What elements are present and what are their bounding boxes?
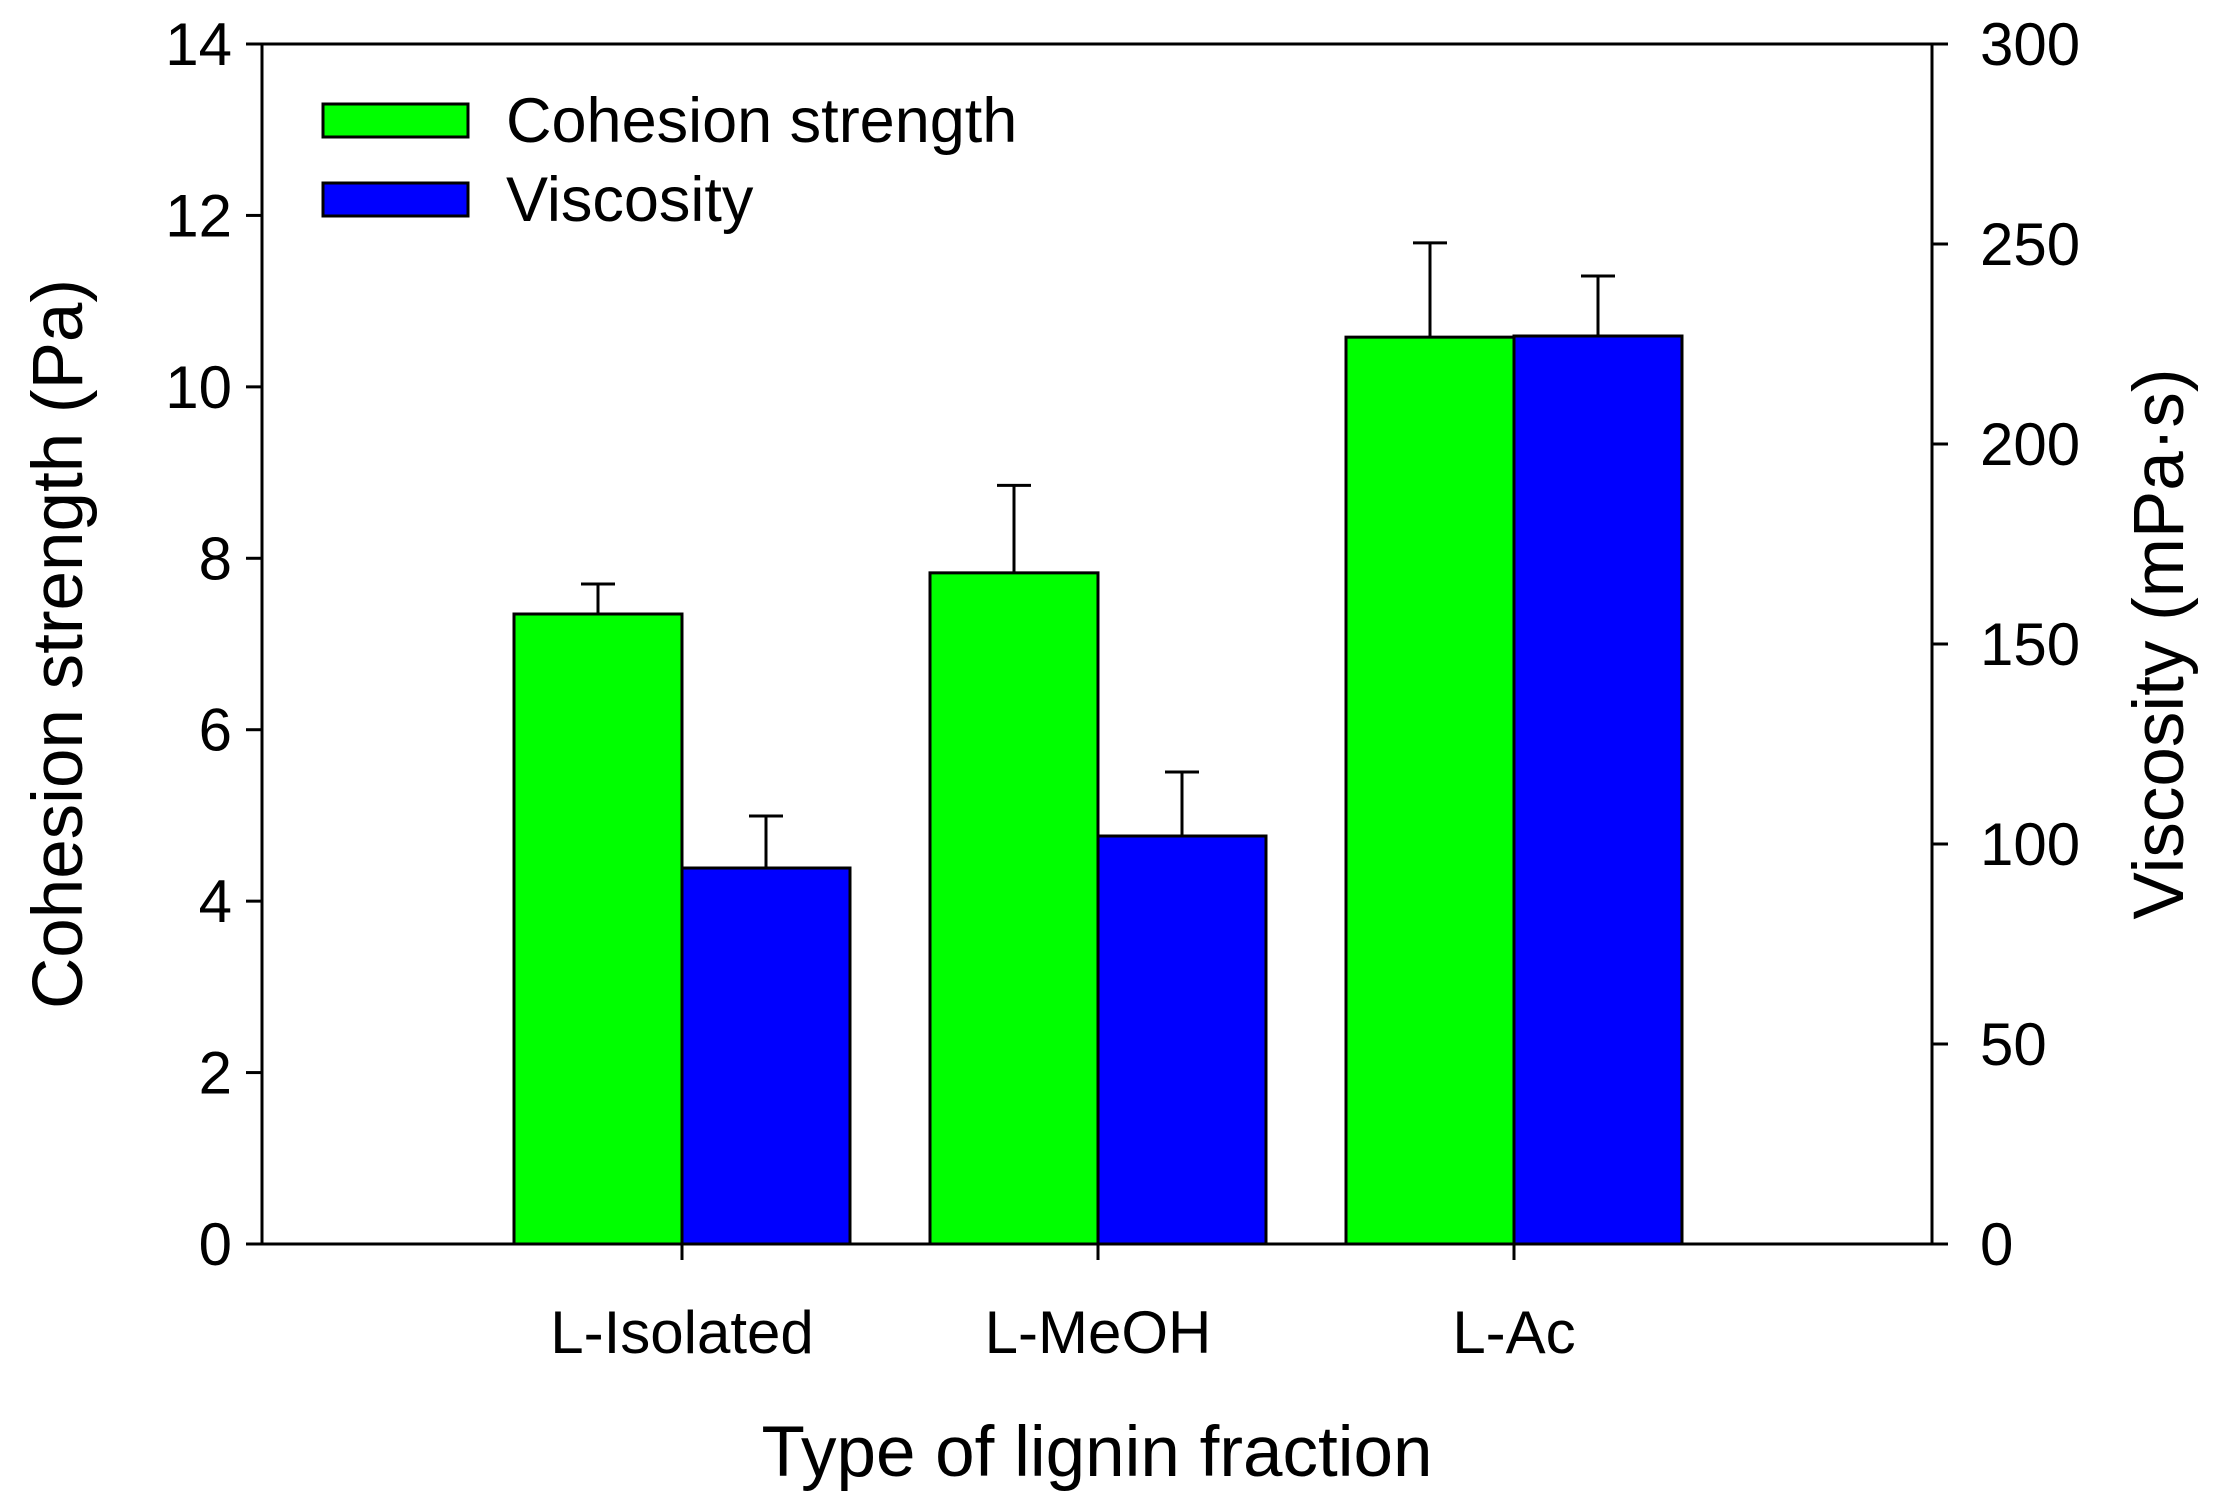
legend-swatch-cohesion [321, 102, 470, 139]
right-axis: 0 50 100 150 200 250 300 [1932, 11, 2080, 1278]
category-axis: L-Isolated L-MeOH L-Ac [550, 1244, 1576, 1366]
y-tick-label: 14 [165, 11, 232, 78]
bar-viscosity [1512, 334, 1684, 1246]
y2-tick-label: 0 [1980, 1211, 2013, 1278]
x-tick-label: L-Ac [1452, 1299, 1575, 1366]
y2-tick-label: 200 [1980, 411, 2080, 478]
y-tick-label: 12 [165, 182, 232, 249]
x-tick-label: L-MeOH [985, 1299, 1212, 1366]
legend-label-viscosity: Viscosity [506, 165, 754, 235]
y-tick-label: 10 [165, 354, 232, 421]
bars [512, 241, 1684, 1246]
left-axis: 0 2 4 6 8 10 12 14 [165, 11, 262, 1278]
y-tick-label: 0 [199, 1211, 232, 1278]
y-tick-label: 8 [199, 525, 232, 592]
legend: Cohesion strength Viscosity [321, 86, 1017, 235]
bar-cohesion [928, 571, 1100, 1246]
y2-tick-label: 100 [1980, 811, 2080, 878]
bar-cohesion [1344, 335, 1516, 1246]
y2-axis-title: Viscosity (mPa·s) [2120, 369, 2199, 920]
legend-label-cohesion: Cohesion strength [506, 86, 1017, 156]
x-tick-label: L-Isolated [550, 1299, 814, 1366]
y2-tick-label: 300 [1980, 11, 2080, 78]
y-tick-label: 6 [199, 697, 232, 764]
x-axis-title: Type of lignin fraction [762, 1413, 1433, 1492]
y2-tick-label: 50 [1980, 1011, 2047, 1078]
bar-viscosity [1096, 834, 1268, 1246]
y-axis-title: Cohesion strength (Pa) [19, 279, 98, 1009]
y-tick-label: 4 [199, 868, 232, 935]
legend-swatch-viscosity [321, 181, 470, 218]
y2-tick-label: 150 [1980, 611, 2080, 678]
y-tick-label: 2 [199, 1040, 232, 1107]
bar-cohesion [512, 612, 684, 1246]
bar-viscosity [680, 866, 852, 1246]
y2-tick-label: 250 [1980, 211, 2080, 278]
